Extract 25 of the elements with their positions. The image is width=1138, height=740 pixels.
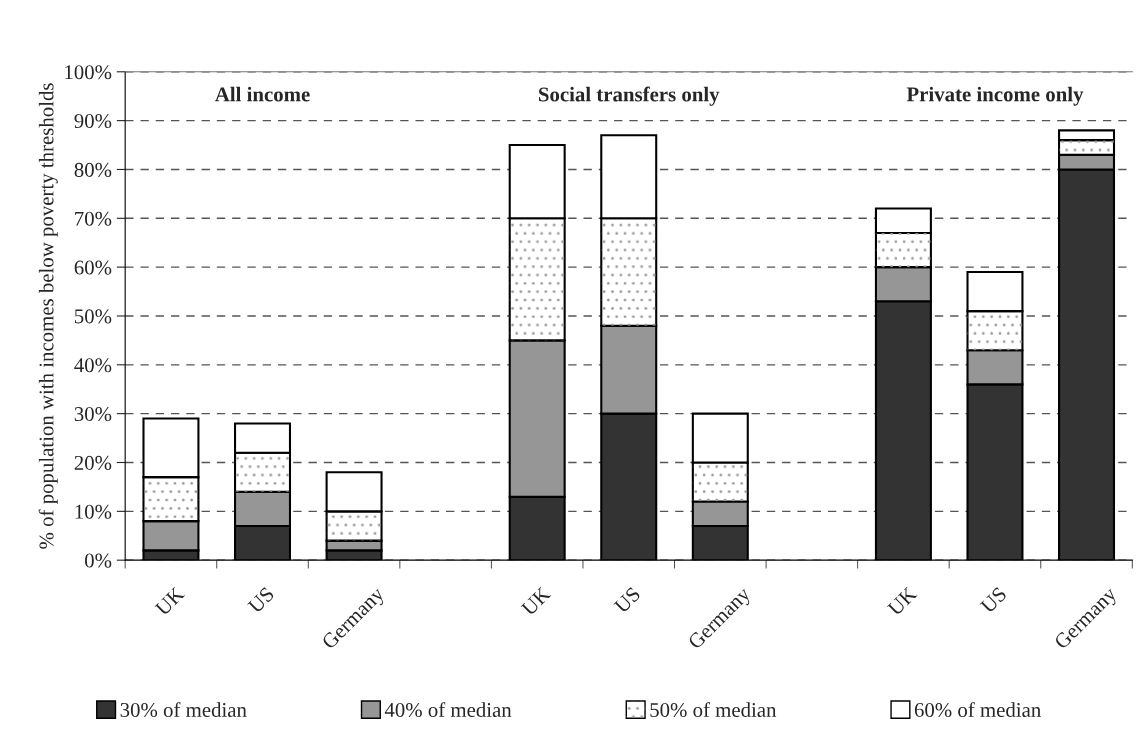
x-tick-label: UK	[886, 585, 918, 617]
y-tick-label: 70%	[75, 211, 112, 226]
x-tick-label: US	[613, 586, 641, 615]
y-tick-label: 0%	[85, 553, 112, 568]
y-tick-label: 60%	[74, 260, 112, 275]
annotation: Social transfers only	[539, 86, 720, 106]
y-tick-label: 50%	[75, 309, 112, 324]
y-tick-label: 40%	[74, 358, 112, 373]
x-tick-label: UK	[520, 585, 552, 617]
annotation: Private income only	[906, 86, 1084, 106]
y-tick-label: 20%	[74, 455, 112, 470]
legend-label: 50% of median	[650, 702, 777, 718]
x-tick-label: US	[247, 586, 275, 615]
y-axis-title: % of population with incomes below poverty thresholds	[38, 83, 58, 549]
annotation: All income	[214, 86, 310, 102]
y-tick-label: 10%	[75, 504, 112, 519]
x-tick-label: US	[979, 586, 1008, 615]
y-tick-label: 100%	[65, 65, 112, 80]
x-tick-label: UK	[154, 585, 186, 617]
legend-label: 40% of median	[384, 702, 512, 718]
legend-label: 60% of median	[914, 702, 1041, 718]
y-tick-label: 80%	[74, 162, 112, 177]
legend-label: 30% of median	[120, 702, 247, 718]
y-tick-label: 30%	[74, 407, 112, 422]
y-tick-label: 90%	[74, 113, 112, 129]
